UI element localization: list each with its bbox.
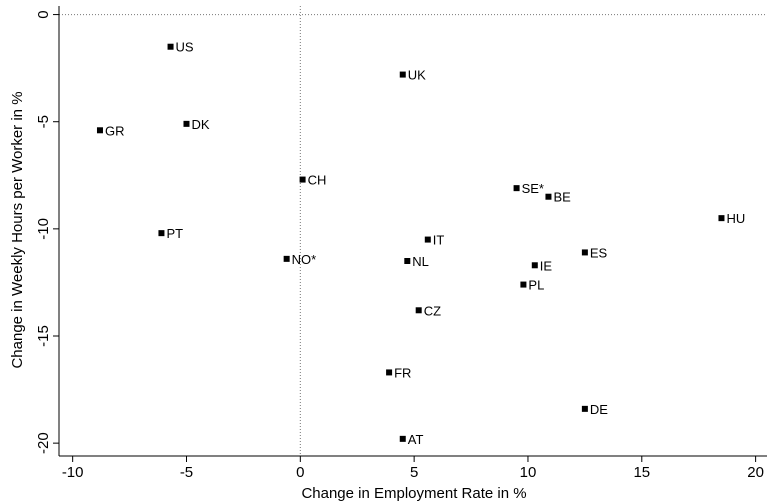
x-tick-label: 10 bbox=[520, 464, 537, 481]
data-point bbox=[299, 176, 306, 183]
data-point bbox=[96, 127, 103, 134]
y-axis-title: Change in Weekly Hours per Worker in % bbox=[9, 91, 26, 368]
point-label: AT bbox=[408, 432, 424, 447]
point-label: GR bbox=[105, 123, 125, 138]
data-point bbox=[167, 43, 174, 50]
data-point bbox=[415, 307, 422, 314]
point-label: IE bbox=[540, 258, 553, 273]
point-label: DK bbox=[191, 117, 209, 132]
data-point bbox=[424, 236, 431, 243]
data-point bbox=[283, 255, 290, 262]
y-tick-label: -5 bbox=[35, 115, 52, 128]
data-point bbox=[399, 435, 406, 442]
point-label: DE bbox=[590, 402, 608, 417]
data-point bbox=[545, 193, 552, 200]
x-axis-title: Change in Employment Rate in % bbox=[301, 485, 526, 502]
data-point bbox=[513, 185, 520, 192]
x-tick-label: 20 bbox=[747, 464, 764, 481]
y-tick-label: 0 bbox=[35, 10, 52, 18]
point-label: FR bbox=[394, 365, 411, 380]
point-label: SE* bbox=[522, 181, 544, 196]
point-label: UK bbox=[408, 68, 426, 83]
point-label: NO* bbox=[292, 252, 317, 267]
data-point bbox=[581, 405, 588, 412]
y-tick-label: -10 bbox=[35, 218, 52, 240]
point-label: BE bbox=[553, 190, 571, 205]
point-label: CZ bbox=[424, 303, 441, 318]
data-point bbox=[386, 369, 393, 376]
data-point bbox=[520, 281, 527, 288]
x-tick-label: 5 bbox=[410, 464, 418, 481]
data-point bbox=[531, 262, 538, 269]
point-label: ES bbox=[590, 245, 608, 260]
point-label: CH bbox=[308, 173, 327, 188]
y-tick-label: -20 bbox=[35, 432, 52, 454]
data-point bbox=[581, 249, 588, 256]
point-label: PT bbox=[166, 226, 183, 241]
point-label: US bbox=[176, 40, 194, 55]
data-point bbox=[718, 215, 725, 222]
y-tick-label: -15 bbox=[35, 325, 52, 347]
data-point bbox=[404, 258, 411, 264]
x-tick-label: -10 bbox=[62, 464, 84, 481]
point-label: NL bbox=[412, 254, 429, 269]
point-label: IT bbox=[433, 233, 445, 248]
data-point bbox=[158, 230, 165, 237]
point-label: PL bbox=[528, 278, 544, 293]
point-label: HU bbox=[726, 211, 745, 226]
data-point bbox=[183, 120, 190, 127]
x-tick-label: 15 bbox=[633, 464, 650, 481]
plot-area: -10 -5 0 5 10 15 20 0 -5 -10 -15 -20 US UK GR DK CH SE* BE… bbox=[35, 6, 767, 481]
x-tick-label: -5 bbox=[180, 464, 193, 481]
x-tick-label: 0 bbox=[296, 464, 304, 481]
data-point bbox=[399, 71, 406, 78]
